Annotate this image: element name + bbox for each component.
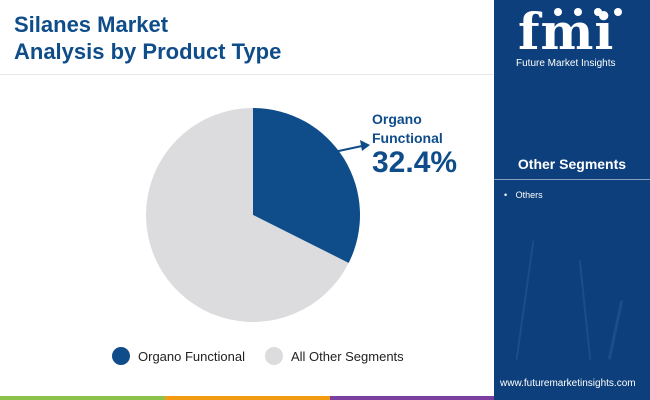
callout-arrow-line [333, 145, 363, 153]
sidebar-panel: fmi Future Market Insights Other Segment… [494, 0, 650, 400]
footer-bar-green [0, 396, 165, 400]
title-line-2: Analysis by Product Type [14, 39, 282, 64]
logo-dot-icon [574, 8, 582, 16]
callout-arrow-head-icon [360, 140, 370, 151]
chart-legend: Organo Functional All Other Segments [112, 347, 424, 365]
other-segments-title: Other Segments [517, 156, 627, 172]
decor-streak [515, 240, 535, 360]
brand-tagline: Future Market Insights [516, 58, 616, 69]
callout-value: 32.4% [372, 146, 458, 179]
other-segments-item-label: Others [515, 190, 543, 200]
bullet-icon: • [504, 190, 508, 200]
brand-logo: fmi Future Market Insights [494, 0, 650, 76]
header-divider [0, 74, 493, 75]
pie-slice-all-other-segments [145, 108, 349, 322]
legend-swatch-all-other-segments [264, 347, 283, 365]
other-segments-item: • Others [504, 190, 543, 200]
pie-chart [145, 108, 370, 322]
pie-slice-organo-functional [253, 108, 360, 263]
footer-bar-purple [330, 396, 494, 400]
page-title: Silanes Market Analysis by Product Type [14, 11, 281, 65]
legend-label-all-other-segments: All Other Segments [290, 348, 404, 364]
callout-label-line-1: Organo [372, 111, 422, 127]
logo-dot-icon [554, 8, 562, 16]
logo-dot-icon [594, 8, 602, 16]
logo-icons [552, 4, 632, 22]
other-segments-divider [494, 179, 650, 180]
legend-item-organo-functional: Organo Functional [112, 347, 245, 365]
decor-streak [578, 260, 592, 360]
title-line-1: Silanes Market [14, 12, 169, 37]
legend-label-organo-functional: Organo Functional [138, 348, 245, 364]
logo-dot-icon [614, 8, 622, 16]
legend-item-all-other-segments: All Other Segments [264, 347, 404, 365]
decor-streak [607, 300, 624, 360]
brand-logo-text: fmi [518, 2, 615, 61]
website-url[interactable]: www.futuremarketinsights.com [500, 378, 636, 389]
legend-swatch-organo-functional [112, 347, 130, 365]
callout-label: Organo Functional [372, 110, 443, 148]
footer-bar-orange [165, 396, 330, 400]
callout-label-line-2: Functional [372, 130, 443, 146]
